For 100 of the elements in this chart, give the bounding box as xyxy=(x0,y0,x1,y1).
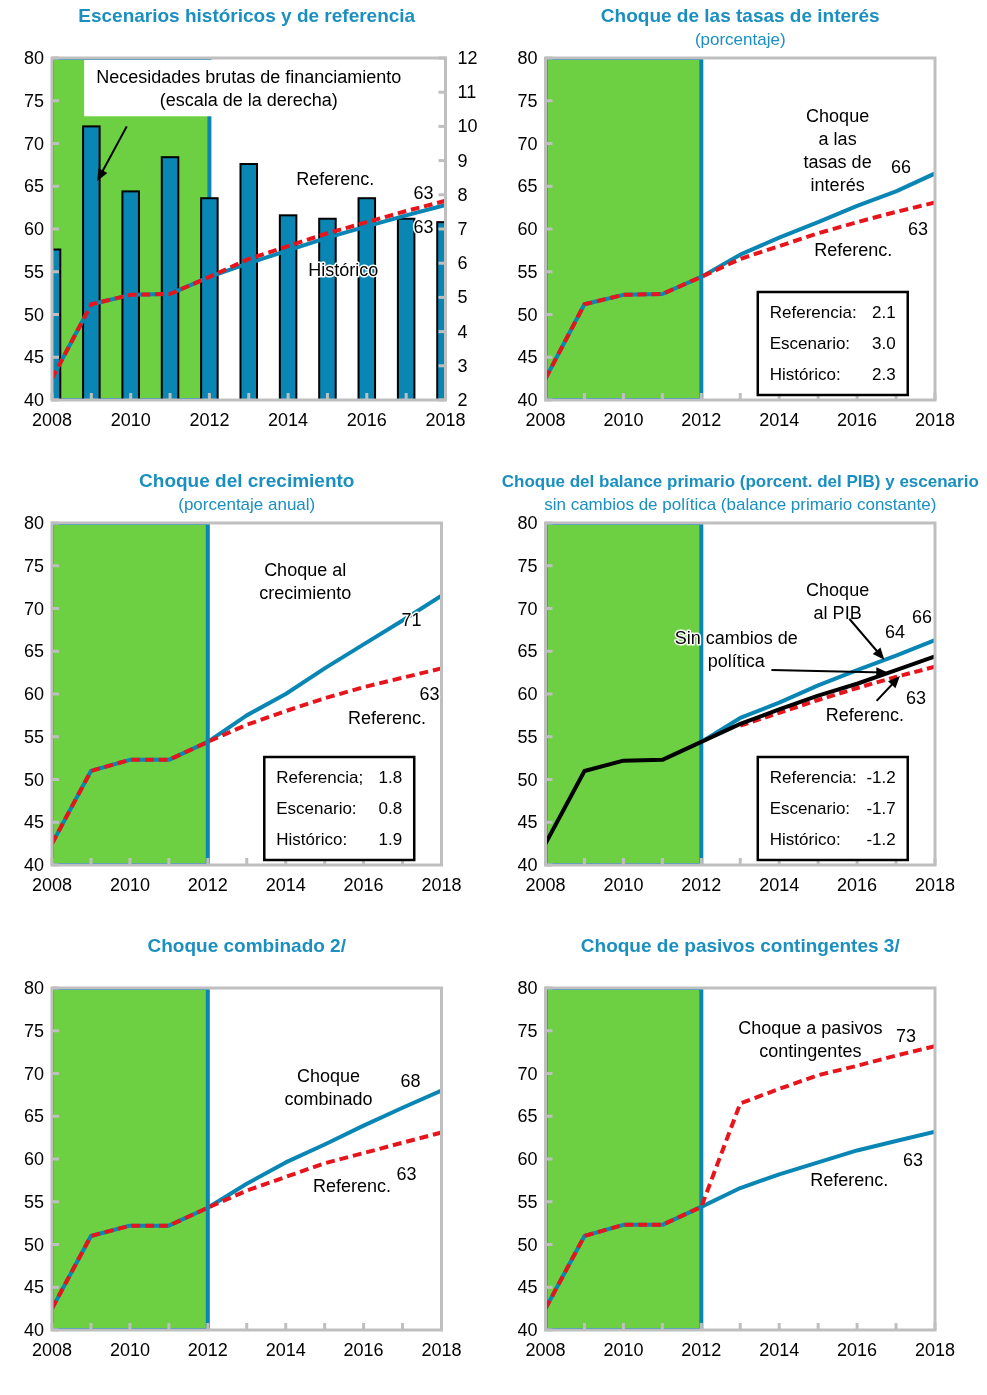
y2-tick-label: 2 xyxy=(457,390,468,410)
data-label: 66 xyxy=(890,157,912,178)
y-tick-label: 80 xyxy=(517,48,538,68)
y-tick-label: 55 xyxy=(23,726,44,747)
x-tick-label: 2010 xyxy=(109,1340,150,1360)
x-tick-label: 2018 xyxy=(421,875,462,895)
y-tick-label: 65 xyxy=(23,1106,44,1127)
y-tick-label: 40 xyxy=(23,1320,44,1340)
x-tick-label: 2012 xyxy=(681,410,722,430)
x-tick-label: 2016 xyxy=(346,410,387,430)
data-label: 66 xyxy=(911,607,933,628)
chart-title: Choque del balance primario (porcent. del PIB) y escenario xyxy=(501,472,979,491)
y-tick-label: 80 xyxy=(23,513,44,533)
data-label: 63 xyxy=(419,684,440,705)
y-tick-label: 70 xyxy=(23,598,44,619)
annotation: Referenc. xyxy=(810,1169,889,1190)
y-tick-label: 40 xyxy=(517,855,538,875)
x-tick-label: 2010 xyxy=(109,875,150,895)
annotation: Referenc. xyxy=(296,169,375,190)
y-tick-label: 45 xyxy=(517,812,538,833)
chart-title: Choque de pasivos contingentes 3/ xyxy=(580,935,901,956)
annotation: Referenc. xyxy=(825,704,904,725)
annotation: Choque combinado xyxy=(284,1065,373,1109)
x-tick-label: 2008 xyxy=(31,410,73,430)
y-tick-label: 50 xyxy=(517,769,538,790)
annotation: Escenario: -1.7 xyxy=(769,799,896,818)
x-tick-label: 2018 xyxy=(421,1340,462,1360)
annotation: Necesidades brutas de financiamiento (escala de la derecha) xyxy=(96,67,402,111)
data-label: 64 xyxy=(884,622,906,643)
chart-title: Choque del crecimiento xyxy=(139,470,355,491)
y-tick-label: 45 xyxy=(23,347,44,368)
annotation: Referencia: -1.2 xyxy=(769,768,896,787)
text: Histórico: -1.2 xyxy=(769,830,896,849)
y-tick-label: 40 xyxy=(23,855,44,875)
y-tick-label: 70 xyxy=(517,1063,538,1084)
y-tick-label: 45 xyxy=(517,1277,538,1298)
y-tick-label: 55 xyxy=(23,1191,44,1212)
y-tick-label: 40 xyxy=(517,1320,538,1340)
x-tick-label: 2012 xyxy=(681,1340,722,1360)
annotation: Referencia; 1.8 xyxy=(276,768,403,787)
y-tick-label: 65 xyxy=(23,176,44,197)
x-tick-label: 2014 xyxy=(265,875,306,895)
data-label: 63 xyxy=(905,687,927,708)
y2-tick-label: 9 xyxy=(457,150,468,171)
annotation: Histórico xyxy=(308,260,379,281)
y-tick-label: 70 xyxy=(517,598,538,619)
y-tick-label: 70 xyxy=(23,133,44,154)
chart-title: Escenarios históricos y de referencia xyxy=(78,5,416,26)
y-tick-label: 50 xyxy=(23,304,44,325)
y-tick-label: 75 xyxy=(517,1020,538,1041)
y-tick-label: 70 xyxy=(23,1063,44,1084)
annotation: Referenc. xyxy=(312,1176,391,1197)
line-series xyxy=(52,666,442,846)
y-tick-label: 55 xyxy=(517,261,538,282)
x-tick-label: 2016 xyxy=(837,1340,878,1360)
y-tick-label: 75 xyxy=(517,555,538,576)
data-label: 71 xyxy=(401,609,422,630)
text: Histórico: 1.9 xyxy=(276,830,403,849)
y-tick-label: 60 xyxy=(517,1149,538,1169)
text: Escenario: 0.8 xyxy=(276,799,403,818)
y-tick-label: 45 xyxy=(517,347,538,368)
y-tick-label: 80 xyxy=(517,978,538,998)
annotation: Choque a las tasas de interés xyxy=(803,105,872,195)
chart-title: Choque combinado 2/ xyxy=(147,935,347,956)
x-tick-label: 2014 xyxy=(759,875,800,895)
text: Histórico: 2.3 xyxy=(769,365,896,384)
y-tick-label: 45 xyxy=(23,812,44,833)
chart-subtitle: sin cambios de política (balance primario constante) xyxy=(544,495,937,514)
data-label: 73 xyxy=(895,1026,917,1047)
x-tick-label: 2018 xyxy=(914,1340,956,1360)
chart-title: Choque de las tasas de interés xyxy=(600,5,880,26)
annotation: Referencia: 2.1 xyxy=(769,303,896,322)
annotation: Sin cambios de política xyxy=(674,628,798,672)
y-tick-label: 50 xyxy=(23,1234,44,1255)
x-tick-label: 2008 xyxy=(525,875,566,895)
y-tick-label: 75 xyxy=(23,90,44,111)
y2-tick-label: 11 xyxy=(457,82,477,103)
data-label: 68 xyxy=(400,1070,421,1091)
y-tick-label: 60 xyxy=(23,219,44,239)
y-tick-label: 65 xyxy=(23,641,44,662)
x-tick-label: 2016 xyxy=(343,1340,384,1360)
y-tick-label: 45 xyxy=(23,1277,44,1298)
x-tick-label: 2010 xyxy=(603,875,644,895)
annotation: Choque al PIB xyxy=(806,580,870,624)
annotation: Choque al crecimiento xyxy=(259,559,352,603)
x-tick-label: 2018 xyxy=(914,875,956,895)
data-label: 63 xyxy=(396,1164,417,1185)
y2-tick-label: 8 xyxy=(457,184,468,205)
y-tick-label: 40 xyxy=(23,390,44,410)
x-tick-label: 2008 xyxy=(525,410,566,430)
x-tick-label: 2014 xyxy=(265,1340,306,1360)
y-tick-label: 50 xyxy=(517,304,538,325)
y-tick-label: 50 xyxy=(517,1234,538,1255)
y-tick-label: 55 xyxy=(517,726,538,747)
y-tick-label: 55 xyxy=(23,261,44,282)
x-tick-label: 2016 xyxy=(343,875,384,895)
x-tick-label: 2008 xyxy=(31,875,73,895)
y-tick-label: 80 xyxy=(23,978,44,998)
x-tick-label: 2012 xyxy=(189,410,230,430)
y-tick-label: 60 xyxy=(23,684,44,704)
